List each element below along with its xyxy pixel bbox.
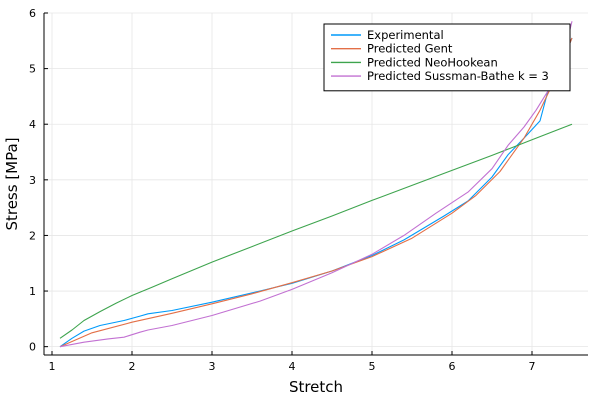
- y-tick-label: 4: [29, 118, 36, 131]
- series-lines: [59, 21, 573, 348]
- x-tick-label: 4: [289, 360, 296, 373]
- y-tick-label: 3: [29, 174, 36, 187]
- legend-label: Predicted Gent: [367, 42, 453, 56]
- y-axis-title: Stress [MPa]: [3, 137, 21, 230]
- series-line-3: [59, 123, 573, 339]
- x-tick-label: 3: [209, 360, 216, 373]
- x-tick-label: 6: [449, 360, 456, 373]
- y-tick-label: 2: [29, 229, 36, 242]
- y-tick-label: 6: [29, 7, 36, 20]
- y-tick-label: 0: [29, 341, 36, 354]
- legend-label: Experimental: [367, 28, 444, 42]
- x-tick-label: 1: [49, 360, 56, 373]
- x-tick-label: 2: [129, 360, 136, 373]
- x-tick-label: 5: [369, 360, 376, 373]
- series-line-4: [59, 21, 573, 348]
- x-axis-title: Stretch: [289, 378, 343, 396]
- legend-label: Predicted Sussman-Bathe k = 3: [367, 69, 549, 83]
- y-tick-label: 5: [29, 63, 36, 76]
- axes-frame: [43, 13, 588, 356]
- series-line-2: [59, 37, 573, 348]
- legend-label: Predicted NeoHookean: [367, 55, 498, 69]
- y-tick-label: 1: [29, 285, 36, 298]
- legend-box: [323, 23, 571, 92]
- x-tick-label: 7: [529, 360, 536, 373]
